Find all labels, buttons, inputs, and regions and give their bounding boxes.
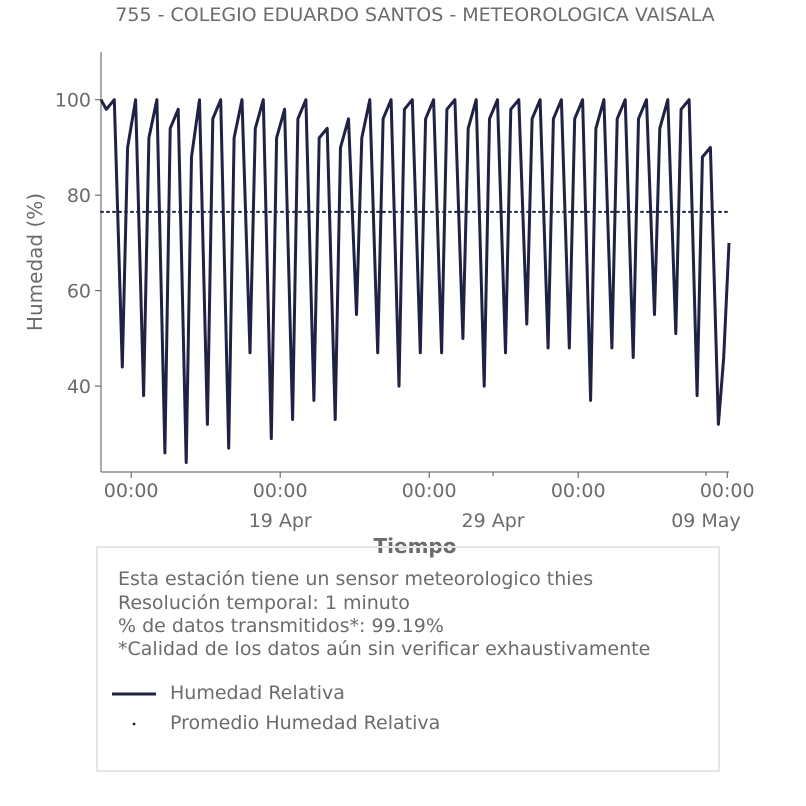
y-axis-label: Humedad (%) — [23, 193, 47, 331]
info-box: Esta estación tiene un sensor meteorolog… — [96, 546, 720, 772]
legend-solid-line-swatch — [112, 692, 156, 696]
legend-label-average: Promedio Humedad Relativa — [170, 712, 441, 734]
x-tick-label: 00:00 — [402, 480, 457, 502]
info-temporal-resolution: Resolución temporal: 1 minuto — [118, 592, 410, 614]
y-tick-label: 40 — [67, 376, 91, 398]
legend-label-humidity: Humedad Relativa — [170, 682, 345, 704]
x-tick-label: 00:00 — [700, 480, 755, 502]
y-tick-label: 60 — [67, 281, 91, 303]
chart-title: 755 - COLEGIO EDUARDO SANTOS - METEOROLO… — [115, 4, 714, 26]
info-quality-note: *Calidad de los datos aún sin verificar … — [118, 638, 651, 660]
info-station-sensor: Esta estación tiene un sensor meteorolog… — [118, 568, 594, 590]
x-tick-label: 19 Apr — [249, 510, 312, 532]
info-data-transmitted: % de datos transmitidos*: 99.19% — [118, 615, 444, 637]
y-tick-group: 40 60 80 100 — [55, 90, 101, 398]
x-date-label: 09 May — [671, 510, 741, 532]
legend-dot-swatch — [132, 722, 136, 726]
x-tick-label: 00:00 — [253, 480, 308, 502]
x-tick-label: 00:00 — [104, 480, 159, 502]
y-tick-label: 100 — [55, 90, 91, 112]
humidity-series-line — [99, 98, 731, 464]
series-layer — [99, 98, 731, 464]
x-tick-label: 00:00 — [551, 480, 606, 502]
y-tick-label: 80 — [67, 185, 91, 207]
x-date-label: 29 Apr — [462, 510, 525, 532]
